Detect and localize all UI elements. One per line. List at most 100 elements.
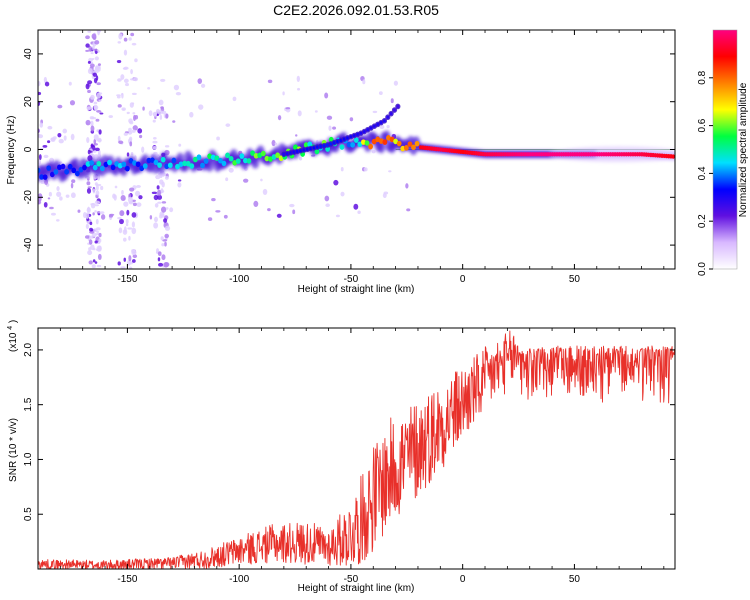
noise-speckle: [97, 253, 102, 260]
track-blob: [595, 152, 599, 157]
track-blob: [57, 164, 62, 171]
noise-speckle: [163, 218, 168, 223]
track-blob: [99, 165, 105, 172]
noise-speckle: [253, 200, 259, 208]
noise-speckle: [371, 150, 376, 154]
noise-speckle: [125, 219, 129, 224]
track-blob: [39, 174, 44, 180]
noise-speckle: [131, 92, 137, 96]
track-blob: [526, 152, 530, 157]
noise-speckle: [135, 185, 141, 188]
noise-speckle: [126, 111, 130, 115]
noise-speckle: [137, 128, 143, 134]
noise-speckle: [148, 110, 153, 117]
track-blob: [568, 152, 572, 157]
noise-speckle: [118, 227, 123, 234]
track-blob: [53, 169, 59, 175]
noise-speckle: [96, 264, 102, 268]
track-blob: [537, 152, 541, 157]
secondary-blob: [346, 136, 349, 140]
track-blob: [571, 152, 575, 157]
secondary-blob: [322, 144, 326, 148]
noise-speckle: [65, 194, 70, 198]
noise-speckle: [164, 176, 169, 180]
track-blob: [602, 152, 606, 157]
noise-speckle: [388, 170, 392, 173]
noise-speckle: [94, 204, 99, 207]
spectrogram-panel: -150 -100 -50 0 50 -40 -20 0 20 40 Height of stra…: [6, 29, 676, 295]
track-blob: [60, 163, 66, 170]
secondary-blob: [383, 119, 386, 123]
noise-speckle: [98, 238, 102, 243]
secondary-blob: [285, 151, 289, 156]
spectrogram-image: [38, 30, 675, 269]
noise-speckle: [87, 89, 91, 94]
track-blob: [382, 139, 388, 145]
snr-y-tick-label: 1.0: [23, 452, 34, 466]
noise-speckle: [56, 191, 62, 197]
secondary-blob: [349, 135, 353, 139]
noise-speckle: [120, 266, 126, 269]
noise-speckle: [118, 140, 124, 145]
noise-speckle: [38, 80, 41, 87]
track-blob: [620, 152, 624, 157]
track-blob: [125, 165, 130, 172]
colorbar-tick-label: 0.2: [697, 214, 708, 228]
snr-frame: [37, 327, 676, 570]
track-blob: [400, 145, 406, 152]
track-blob: [325, 146, 331, 152]
noise-speckle: [94, 240, 98, 244]
noise-speckle: [152, 119, 156, 123]
noise-speckle: [90, 125, 95, 132]
noise-speckle: [71, 179, 76, 184]
noise-speckle: [93, 138, 97, 145]
track-blob: [378, 138, 384, 144]
noise-speckle: [99, 112, 104, 115]
noise-speckle: [116, 95, 121, 99]
noise-speckle: [134, 58, 138, 63]
secondary-blob: [329, 142, 333, 146]
noise-speckle: [91, 264, 96, 269]
track-blob: [42, 174, 48, 180]
noise-speckle: [160, 236, 164, 241]
noise-speckle: [243, 178, 249, 183]
noise-speckle: [62, 128, 68, 134]
noise-speckle: [51, 212, 56, 216]
spectrogram-y-tick-label: -20: [23, 190, 34, 205]
noise-speckle: [127, 196, 133, 203]
noise-speckle: [379, 124, 385, 129]
track-blob: [638, 152, 642, 157]
noise-speckle: [68, 81, 72, 86]
noise-speckle: [85, 83, 90, 90]
noise-speckle: [383, 191, 389, 195]
noise-speckle: [157, 251, 162, 256]
track-blob: [192, 156, 198, 163]
noise-speckle: [123, 201, 129, 207]
track-blob: [488, 152, 492, 157]
noise-speckle: [197, 78, 203, 84]
noise-speckle: [138, 195, 143, 200]
noise-speckle: [86, 187, 92, 194]
track-blob: [593, 152, 597, 157]
noise-speckle: [38, 197, 42, 202]
secondary-blob: [389, 112, 393, 116]
track-blob: [107, 159, 112, 166]
secondary-blob: [366, 128, 370, 132]
noise-speckle: [160, 188, 164, 194]
noise-speckle: [271, 139, 276, 147]
secondary-blob: [359, 131, 363, 135]
noise-speckle: [47, 197, 51, 200]
noise-speckle: [90, 94, 95, 100]
noise-speckle: [43, 201, 48, 208]
noise-speckle: [216, 136, 220, 141]
noise-speckle: [114, 185, 118, 189]
noise-speckle: [44, 81, 50, 87]
track-blob: [153, 159, 159, 166]
noise-speckle: [372, 110, 378, 114]
track-blob: [524, 152, 528, 157]
track-blob: [82, 164, 87, 171]
noise-speckle: [177, 179, 182, 182]
noise-speckle: [390, 98, 394, 104]
noise-speckle: [123, 132, 128, 136]
track-blob: [74, 170, 80, 177]
